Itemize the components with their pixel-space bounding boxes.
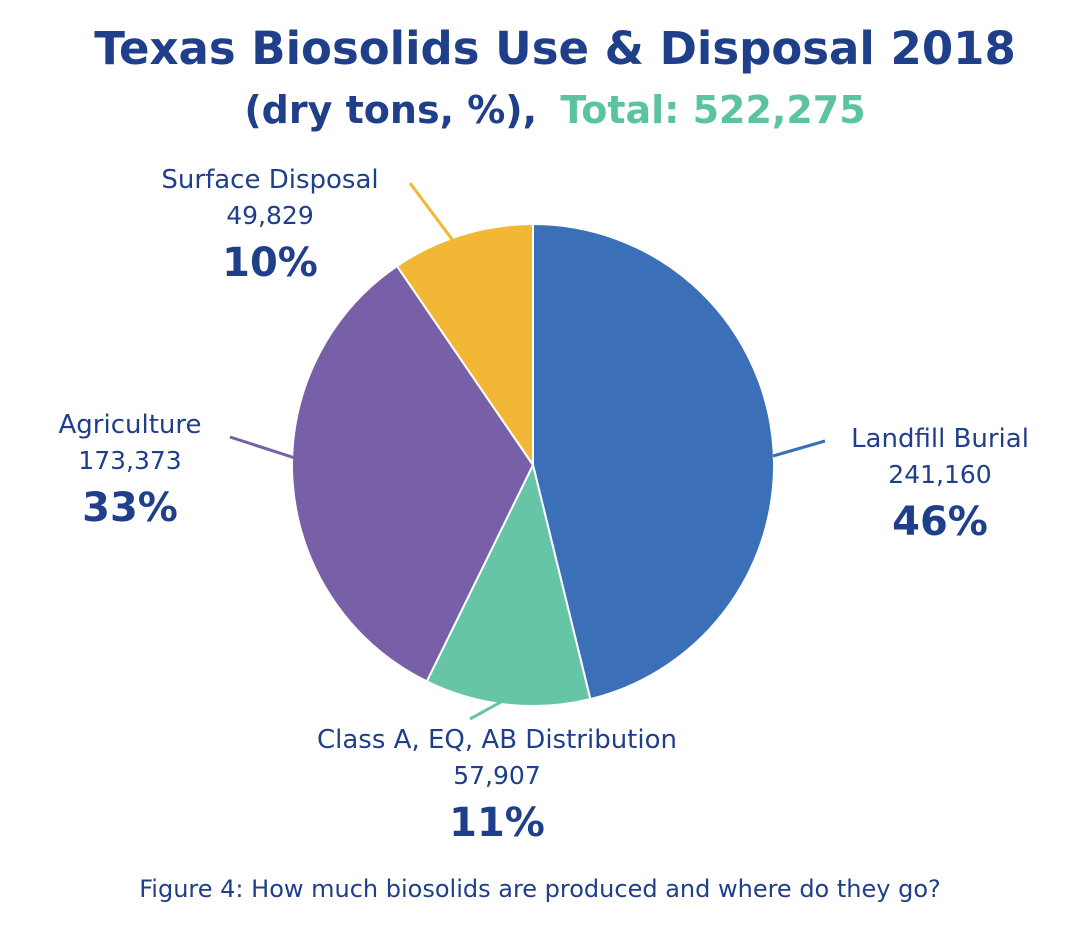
pie-slice-landfill-burial [532,223,776,701]
leader-line-class-a-eq-ab-distribution [469,695,511,721]
leader-lines [229,182,826,721]
leader-line-agriculture [229,435,296,460]
pie-slice-class-a-eq-ab-distribution [425,464,592,707]
subtitle-units: (dry tons, %), [244,88,537,132]
slice-value-label: 49,829 [226,201,313,230]
pie-slice-agriculture [291,265,534,683]
slice-label-surface-disposal: Surface Disposal 49,829 10% [161,165,378,286]
slice-value-label: 57,907 [453,761,540,790]
pie-slice-surface-disposal [396,223,534,466]
chart-subtitle: (dry tons, %), Total: 522,275 [244,88,865,132]
leader-line-surface-disposal [408,182,459,247]
slice-category-label: Surface Disposal [161,165,378,195]
slice-labels: Landfill Burial 241,160 46% Class A, EQ, AB… [59,165,1029,846]
slice-value-label: 241,160 [888,460,991,489]
slice-label-agriculture: Agriculture 173,373 33% [59,410,202,531]
slice-percent-label: 46% [892,499,988,545]
slice-percent-label: 11% [449,800,545,846]
slice-percent-label: 33% [82,485,178,531]
slice-percent-label: 10% [222,240,318,286]
pie-slices [291,223,776,707]
chart-title: Texas Biosolids Use & Disposal 2018 [94,22,1016,75]
slice-label-class-a-eq-ab-distribution: Class A, EQ, AB Distribution 57,907 11% [317,725,677,846]
slice-label-landfill-burial: Landfill Burial 241,160 46% [851,424,1029,545]
slice-category-label: Landfill Burial [851,424,1029,454]
figure-caption: Figure 4: How much biosolids are produce… [139,875,941,903]
slice-category-label: Agriculture [59,410,202,440]
subtitle-total: Total: 522,275 [560,88,865,132]
slice-category-label: Class A, EQ, AB Distribution [317,725,677,755]
leader-line-landfill-burial [772,439,826,458]
slice-value-label: 173,373 [78,446,181,475]
